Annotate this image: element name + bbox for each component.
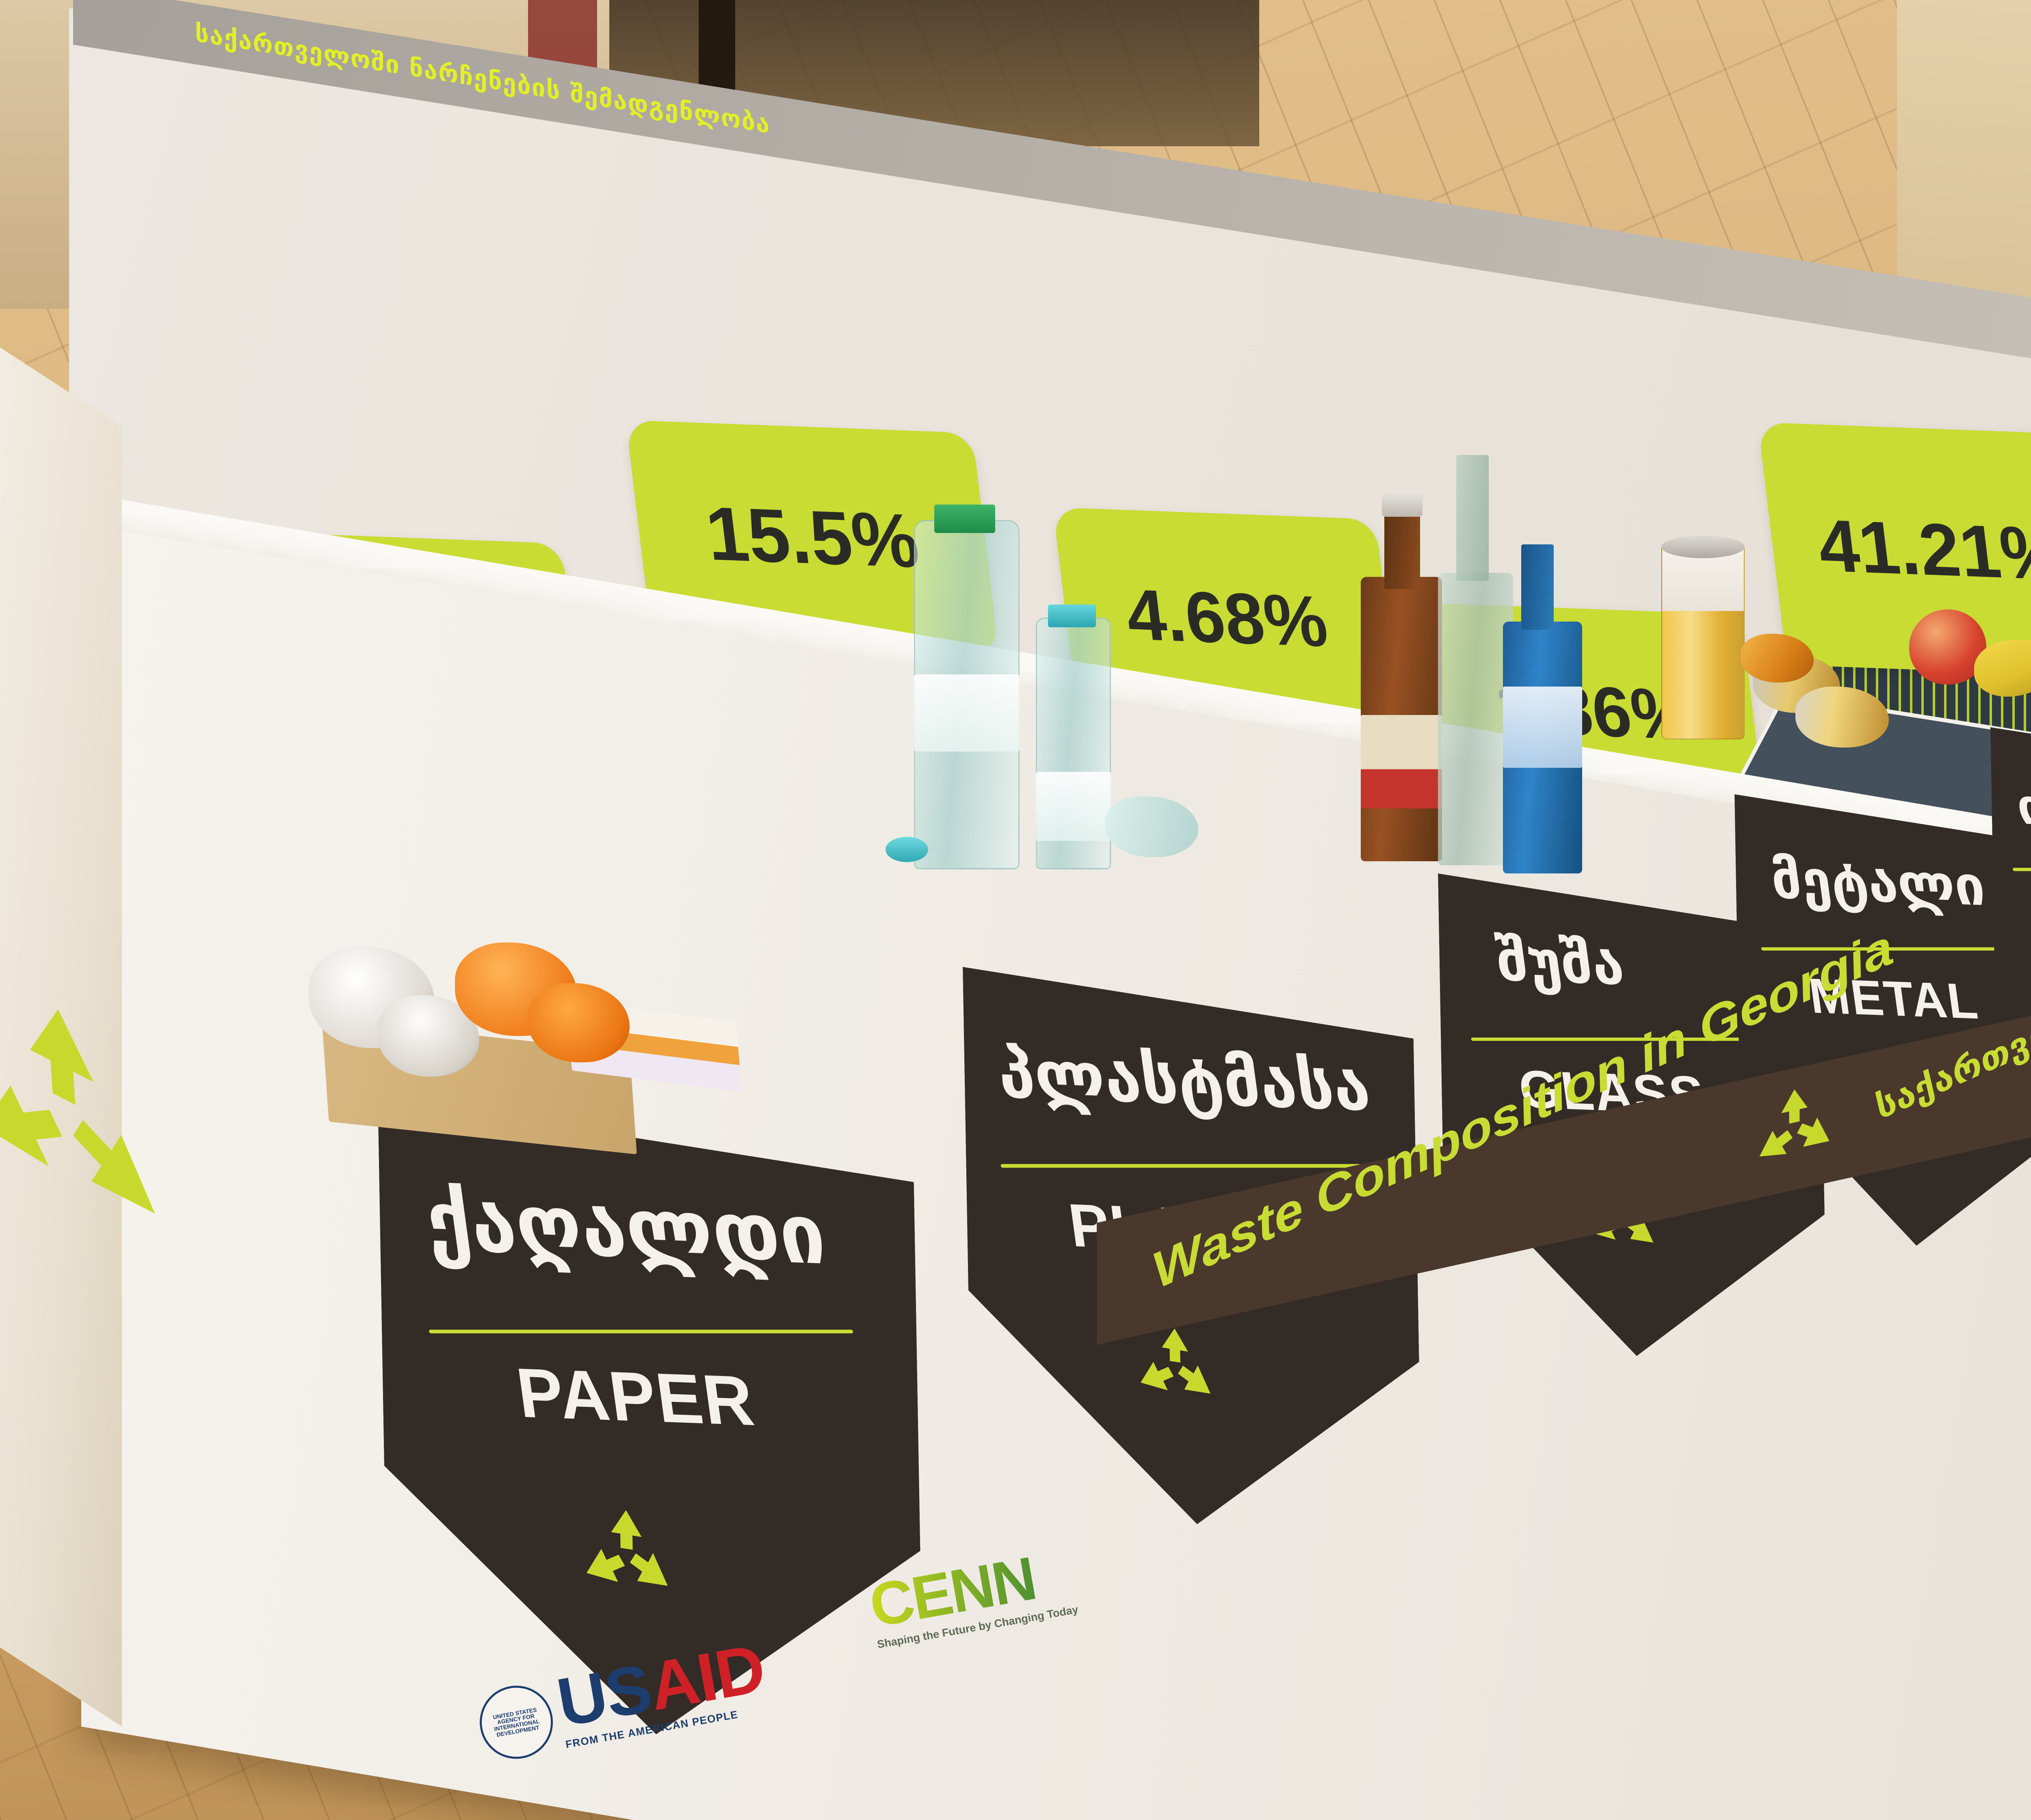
bin-label-paper-ka: ქაღალდი (419, 1173, 831, 1284)
plastic-waste-group (886, 496, 1255, 983)
crushed-can-2 (1795, 687, 1889, 748)
organic-waste-group (1893, 573, 2031, 748)
recycle-icon-paper (575, 1494, 678, 1612)
recycle-icon-banner (1759, 1089, 1830, 1157)
glass-bottle-blue-neck (1521, 544, 1554, 630)
bin-label-paper-en: PAPER (512, 1354, 760, 1441)
glass-bottle-brown-neck (1384, 508, 1420, 589)
bottle-cap-cyan (1048, 604, 1096, 627)
bin-label-organic-ka: ორგანული (2013, 778, 2031, 845)
glass-bottle-clear-neck (1456, 455, 1489, 581)
glass-bottle-blue-label (1503, 687, 1582, 768)
bin-label-plastic-ka: პლასტმასა (993, 1035, 1375, 1127)
beer-can-natakhtari-gold (1661, 544, 1745, 739)
glass-bottle-clear-wine (1438, 573, 1513, 865)
foil-wrapper (1741, 634, 1814, 682)
pet-bottle-small-label (1036, 772, 1111, 841)
banana-peel (1974, 640, 2031, 697)
glass-bottle-brown-cap (1382, 492, 1423, 517)
bottom-title-banner: Waste Composition in Georgia საქართველოშ… (1097, 751, 2031, 1345)
bin-label-paper-divider (429, 1330, 853, 1333)
glass-waste-group (1336, 443, 1702, 898)
bin-label-glass-ka: შუშა (1492, 926, 1628, 999)
recycle-icon-plastic (1131, 1315, 1220, 1416)
bin-label-organic-divider (2012, 868, 2031, 871)
pet-bottle-large-label (914, 674, 1020, 752)
apple (1909, 609, 1986, 685)
crushed-plastic-bottle (1105, 796, 1198, 857)
metal-waste-group (1649, 496, 1994, 780)
bin-label-plastic-divider (1000, 1164, 1361, 1168)
paper-waste-group (284, 878, 833, 1186)
bin-label-paper[interactable]: ქაღალდი PAPER (378, 1097, 924, 1777)
bin-label-plastic[interactable]: პლასტმასა PLASTIC (963, 967, 1423, 1560)
usaid-seal-text: UNITED STATES AGENCY FOR INTERNATIONAL D… (492, 1706, 540, 1738)
beer-can-lid (1661, 535, 1745, 558)
loose-bottle-cap-cyan (886, 837, 928, 862)
bottle-cap-green (934, 505, 995, 533)
crumpled-orange-paper-2 (528, 983, 630, 1062)
bin-label-metal-divider (1761, 947, 2031, 951)
glass-bottle-brown-label (1361, 715, 1442, 808)
bin-label-metal-ka: მეტალი (1767, 847, 1989, 919)
recycle-icon-large-side (0, 1009, 155, 1214)
